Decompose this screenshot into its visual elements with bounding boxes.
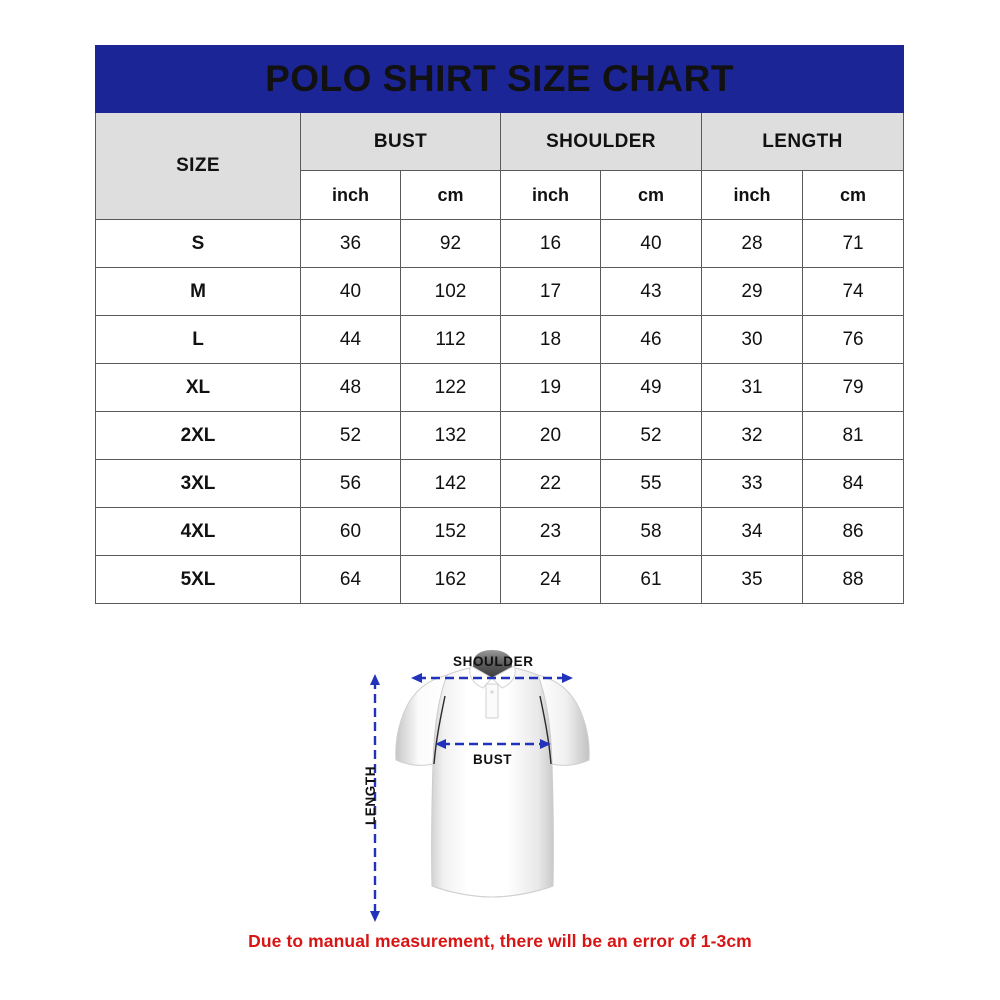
unit-length-inch: inch <box>701 170 803 220</box>
cell-length-cm: 76 <box>801 315 905 364</box>
size-cell: 4XL <box>95 507 301 556</box>
cell-shoulder-inch: 20 <box>500 411 601 460</box>
cell-shoulder-cm: 49 <box>600 363 702 412</box>
cell-bust-cm: 112 <box>400 315 501 364</box>
cell-bust-cm: 122 <box>400 363 501 412</box>
table-row: 3XL 56 142 22 55 33 84 <box>95 459 905 508</box>
cell-length-cm: 79 <box>801 363 905 412</box>
table-row: M 40 102 17 43 29 74 <box>95 267 905 316</box>
unit-bust-cm: cm <box>400 170 501 220</box>
table-row: 4XL 60 152 23 58 34 86 <box>95 507 905 556</box>
shirt-hem <box>431 885 554 898</box>
cell-length-cm: 74 <box>801 267 905 316</box>
cell-shoulder-cm: 61 <box>600 555 702 604</box>
measurement-disclaimer: Due to manual measurement, there will be… <box>248 931 752 951</box>
table-row: S 36 92 16 40 28 71 <box>95 219 905 268</box>
table-row: XL 48 122 19 49 31 79 <box>95 363 905 412</box>
cell-shoulder-cm: 58 <box>600 507 702 556</box>
table-title-row: POLO SHIRT SIZE CHART <box>94 45 905 113</box>
polo-shirt-diagram: SHOULDER BUST LENGTH <box>355 628 630 928</box>
unit-length-cm: cm <box>801 170 905 220</box>
cell-shoulder-inch: 19 <box>500 363 601 412</box>
cell-shoulder-inch: 23 <box>500 507 601 556</box>
bust-measure-arrow <box>435 739 551 749</box>
cell-bust-inch: 40 <box>300 267 401 316</box>
cell-bust-inch: 48 <box>300 363 401 412</box>
table-row: 5XL 64 162 24 61 35 88 <box>95 555 905 604</box>
shirt-button <box>490 690 494 694</box>
shirt-left-armhole-seam <box>433 695 446 765</box>
cell-shoulder-inch: 18 <box>500 315 601 364</box>
size-cell: L <box>95 315 301 364</box>
cell-length-inch: 30 <box>701 315 803 364</box>
cell-shoulder-inch: 24 <box>500 555 601 604</box>
cell-length-cm: 86 <box>801 507 905 556</box>
cell-bust-inch: 64 <box>300 555 401 604</box>
cell-length-inch: 28 <box>701 219 803 268</box>
cell-shoulder-cm: 40 <box>600 219 702 268</box>
cell-shoulder-inch: 16 <box>500 219 601 268</box>
size-cell: 5XL <box>95 555 301 604</box>
cell-bust-cm: 162 <box>400 555 501 604</box>
column-header-size: SIZE <box>95 112 301 220</box>
size-cell: 2XL <box>95 411 301 460</box>
column-header-bust: BUST <box>300 112 501 171</box>
cell-bust-cm: 132 <box>400 411 501 460</box>
shoulder-measure-label: SHOULDER <box>453 654 534 669</box>
cell-bust-inch: 36 <box>300 219 401 268</box>
size-chart-table: POLO SHIRT SIZE CHART SIZE BUST SHOULDER… <box>94 45 905 604</box>
shirt-collar <box>473 650 512 678</box>
cell-length-inch: 32 <box>701 411 803 460</box>
table-row: 2XL 52 132 20 52 32 81 <box>95 411 905 460</box>
bust-measure-label: BUST <box>473 752 513 767</box>
length-measure-label: LENGTH <box>363 765 379 826</box>
unit-shoulder-inch: inch <box>500 170 601 220</box>
cell-bust-inch: 60 <box>300 507 401 556</box>
shirt-body <box>431 666 554 898</box>
cell-shoulder-inch: 22 <box>500 459 601 508</box>
shirt-placket <box>485 683 499 719</box>
length-measure-arrow <box>370 674 380 922</box>
cell-shoulder-cm: 43 <box>600 267 702 316</box>
cell-length-inch: 29 <box>701 267 803 316</box>
cell-length-inch: 31 <box>701 363 803 412</box>
cell-bust-inch: 52 <box>300 411 401 460</box>
unit-bust-inch: inch <box>300 170 401 220</box>
unit-shoulder-cm: cm <box>600 170 702 220</box>
size-cell: M <box>95 267 301 316</box>
cell-shoulder-cm: 55 <box>600 459 702 508</box>
table-unit-row: inch cm inch cm inch cm <box>96 170 905 220</box>
cell-length-cm: 84 <box>801 459 905 508</box>
page-title: POLO SHIRT SIZE CHART <box>94 45 905 113</box>
cell-length-cm: 81 <box>801 411 905 460</box>
size-cell: XL <box>95 363 301 412</box>
cell-length-inch: 34 <box>701 507 803 556</box>
cell-bust-cm: 142 <box>400 459 501 508</box>
size-cell: S <box>95 219 301 268</box>
cell-length-inch: 35 <box>701 555 803 604</box>
column-header-shoulder: SHOULDER <box>500 112 702 171</box>
table-row: L 44 112 18 46 30 76 <box>95 315 905 364</box>
column-header-length: LENGTH <box>700 112 905 171</box>
cell-length-cm: 88 <box>801 555 905 604</box>
cell-bust-inch: 56 <box>300 459 401 508</box>
shirt-right-armhole-seam <box>539 695 552 765</box>
shoulder-measure-arrow <box>411 673 573 683</box>
size-cell: 3XL <box>95 459 301 508</box>
table-body: S 36 92 16 40 28 71 M 40 102 17 43 29 74 L 44 112 18 46 30 7… <box>95 219 905 604</box>
polo-shirt-illustration <box>370 650 590 922</box>
cell-bust-cm: 102 <box>400 267 501 316</box>
cell-length-cm: 71 <box>801 219 905 268</box>
cell-shoulder-inch: 17 <box>500 267 601 316</box>
cell-shoulder-cm: 46 <box>600 315 702 364</box>
table-group-header-row: SIZE BUST SHOULDER LENGTH <box>95 112 905 220</box>
cell-bust-cm: 152 <box>400 507 501 556</box>
cell-length-inch: 33 <box>701 459 803 508</box>
cell-bust-inch: 44 <box>300 315 401 364</box>
cell-bust-cm: 92 <box>400 219 501 268</box>
cell-shoulder-cm: 52 <box>600 411 702 460</box>
